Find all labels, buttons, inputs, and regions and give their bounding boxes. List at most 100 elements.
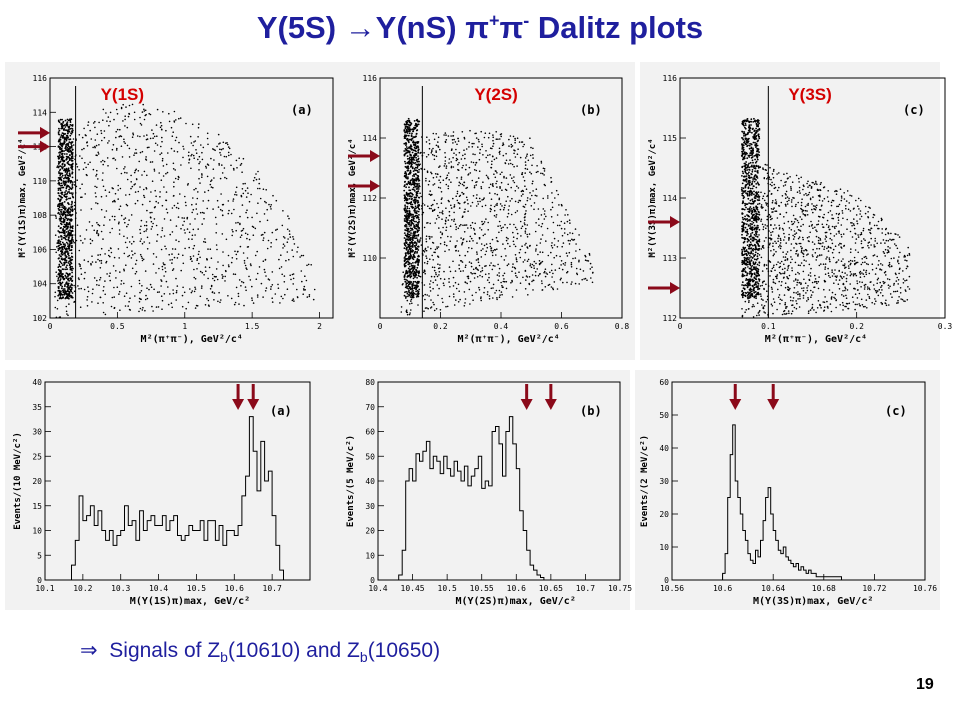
scatter-point xyxy=(410,271,412,274)
scatter-point xyxy=(63,153,66,155)
scatter-point xyxy=(95,261,97,263)
scatter-point xyxy=(151,161,154,163)
scatter-point xyxy=(304,289,307,291)
scatter-point xyxy=(502,243,504,245)
scatter-point xyxy=(68,188,70,191)
scatter-point xyxy=(416,214,418,217)
scatter-point xyxy=(433,266,436,269)
scatter-point xyxy=(526,260,529,263)
scatter-point xyxy=(131,267,134,270)
scatter-point xyxy=(111,187,113,189)
scatter-point xyxy=(65,241,68,244)
scatter-point xyxy=(408,265,411,268)
scatter-point xyxy=(753,164,755,167)
scatter-point xyxy=(483,291,485,294)
scatter-point xyxy=(146,146,149,149)
scatter-point xyxy=(496,186,498,188)
scatter-point xyxy=(56,166,58,169)
scatter-point xyxy=(59,261,62,264)
scatter-point xyxy=(59,294,62,297)
y-tick-label: 106 xyxy=(33,245,48,254)
scatter-point xyxy=(60,178,62,181)
scatter-point xyxy=(257,187,259,190)
scatter-point xyxy=(228,209,230,212)
scatter-point xyxy=(67,262,70,264)
scatter-point xyxy=(408,283,411,286)
scatter-point xyxy=(519,248,522,251)
scatter-point xyxy=(126,225,128,228)
scatter-point xyxy=(76,224,79,226)
scatter-point xyxy=(749,187,752,190)
scatter-point xyxy=(413,225,416,228)
scatter-point xyxy=(182,286,184,289)
scatter-point xyxy=(412,262,414,264)
scatter-point xyxy=(183,291,186,294)
scatter-point xyxy=(584,259,587,262)
scatter-point xyxy=(58,213,61,216)
scatter-point xyxy=(403,247,406,250)
scatter-point xyxy=(540,280,543,282)
scatter-point xyxy=(403,135,406,138)
scatter-point xyxy=(443,241,446,243)
scatter-point xyxy=(78,134,81,136)
scatter-point xyxy=(96,279,98,282)
scatter-point xyxy=(404,131,406,134)
scatter-point xyxy=(427,153,430,156)
scatter-point xyxy=(134,152,136,154)
scatter-point xyxy=(554,197,556,199)
scatter-point xyxy=(235,191,237,193)
scatter-point xyxy=(481,199,483,201)
scatter-point xyxy=(427,246,429,248)
scatter-point xyxy=(182,254,184,257)
scatter-point xyxy=(167,286,169,288)
scatter-point xyxy=(499,225,502,227)
scatter-point xyxy=(191,153,193,156)
scatter-point xyxy=(522,176,525,178)
scatter-point xyxy=(150,191,152,193)
scatter-point xyxy=(409,241,412,244)
scatter-point xyxy=(491,147,493,150)
scatter-point xyxy=(408,195,411,197)
scatter-point xyxy=(115,149,118,151)
scatter-point xyxy=(224,275,226,278)
scatter-point xyxy=(454,270,457,272)
scatter-point xyxy=(574,282,577,285)
scatter-point xyxy=(56,165,59,167)
scatter-point xyxy=(408,157,411,160)
scatter-point xyxy=(477,200,479,203)
scatter-point xyxy=(60,243,62,246)
scatter-point xyxy=(251,225,254,228)
scatter-point xyxy=(741,296,744,299)
scatter-point xyxy=(452,276,455,279)
scatter-point xyxy=(504,247,506,250)
scatter-point xyxy=(58,209,61,212)
scatter-point xyxy=(165,208,168,210)
scatter-point xyxy=(489,207,492,210)
scatter-point xyxy=(404,239,407,242)
scatter-point xyxy=(69,222,71,225)
scatter-point xyxy=(195,187,197,190)
scatter-point xyxy=(201,223,203,225)
scatter-point xyxy=(503,259,506,261)
scatter-point xyxy=(100,259,103,262)
scatter-point xyxy=(244,189,247,192)
scatter-point xyxy=(744,231,747,233)
scatter-point xyxy=(138,310,140,313)
scatter-point xyxy=(516,137,519,139)
scatter-point xyxy=(438,227,440,229)
scatter-point xyxy=(503,272,506,275)
scatter-point xyxy=(417,249,420,251)
scatter-point xyxy=(749,225,752,227)
scatter-point xyxy=(404,206,407,208)
scatter-point xyxy=(67,207,70,209)
scatter-point xyxy=(265,287,268,289)
scatter-point xyxy=(235,194,238,196)
scatter-point xyxy=(408,119,411,122)
scatter-point xyxy=(490,262,492,264)
scatter-point xyxy=(280,254,282,256)
scatter-point xyxy=(509,135,512,137)
scatter-point xyxy=(464,266,467,269)
scatter-point xyxy=(207,199,210,202)
scatter-point xyxy=(542,208,545,210)
scatter-point xyxy=(418,207,420,210)
